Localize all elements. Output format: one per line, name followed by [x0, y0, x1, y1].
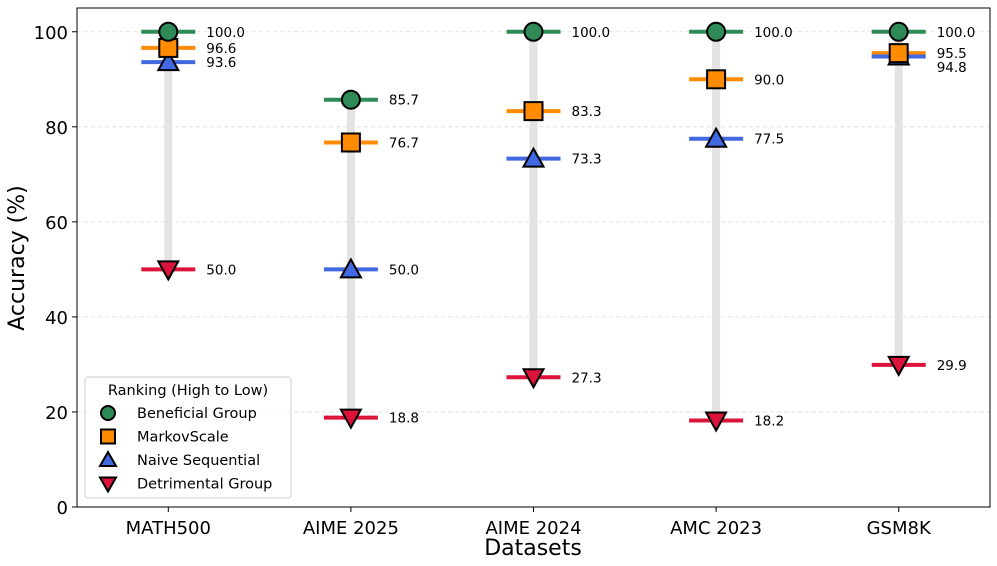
x-tick-label: MATH500 — [126, 518, 211, 539]
y-tick-label: 60 — [45, 213, 68, 234]
data-label: 100.0 — [937, 25, 976, 41]
legend-label: Beneficial Group — [137, 406, 257, 422]
data-point-triangle-up — [156, 50, 180, 72]
data-label: 27.3 — [572, 370, 602, 386]
data-label: 95.5 — [937, 46, 967, 62]
data-label: 85.7 — [389, 93, 419, 109]
data-point-square — [706, 69, 727, 90]
legend-marker — [98, 449, 118, 467]
data-label: 94.8 — [937, 60, 967, 76]
legend-box — [84, 376, 292, 499]
data-point-circle — [706, 21, 727, 42]
legend-marker — [100, 428, 116, 445]
data-label: 100.0 — [572, 25, 611, 41]
data-label: 29.9 — [937, 358, 967, 374]
data-label: 93.6 — [206, 55, 236, 71]
x-tick-label: GSM8K — [867, 518, 932, 539]
data-point-triangle-down — [887, 355, 911, 377]
y-tick-label: 100 — [34, 23, 68, 44]
legend-label: MarkovScale — [137, 430, 229, 446]
range-bar — [712, 31, 721, 421]
data-point-square — [340, 132, 361, 153]
y-tick-label: 20 — [45, 403, 68, 424]
x-tick-label: AMC 2023 — [670, 518, 762, 539]
data-point-triangle-down — [704, 411, 728, 433]
data-point-circle — [888, 21, 909, 42]
data-point-circle — [158, 21, 179, 42]
legend-title: Ranking (High to Low) — [108, 383, 268, 399]
data-marks: 100.096.693.650.085.776.750.018.8100.083… — [141, 21, 976, 433]
data-label: 83.3 — [572, 104, 602, 120]
data-point-circle — [340, 89, 361, 110]
y-tick-label: 0 — [57, 498, 68, 519]
y-tick-label: 80 — [45, 118, 68, 139]
legend-marker — [98, 476, 118, 494]
data-label: 96.6 — [206, 41, 236, 57]
data-label: 90.0 — [754, 72, 784, 88]
data-label: 18.8 — [389, 411, 419, 427]
data-point-triangle-down — [339, 408, 363, 430]
legend-label: Naive Sequential — [137, 453, 260, 469]
range-bar — [529, 31, 538, 378]
legend: Ranking (High to Low) Beneficial Group Mar… — [84, 376, 292, 499]
range-bar — [164, 31, 173, 270]
data-label: 100.0 — [206, 25, 245, 41]
legend-label: Detrimental Group — [137, 477, 272, 493]
range-bars — [164, 31, 903, 421]
data-label: 77.5 — [754, 132, 784, 148]
x-axis-label: Datasets — [484, 536, 582, 561]
x-tick-label: AIME 2025 — [303, 518, 399, 539]
data-point-triangle-up — [521, 146, 546, 168]
data-point-square — [888, 43, 909, 64]
range-bar — [894, 31, 903, 365]
data-label: 18.2 — [754, 414, 784, 430]
y-tick-label: 40 — [45, 308, 68, 329]
data-point-square — [523, 101, 544, 122]
data-point-triangle-down — [156, 260, 180, 282]
data-label: 73.3 — [572, 152, 602, 168]
data-point-triangle-up — [339, 257, 363, 279]
data-label: 76.7 — [389, 135, 419, 151]
data-point-circle — [523, 21, 544, 42]
data-point-triangle-up — [704, 126, 728, 148]
y-axis-label: Accuracy (%) — [5, 185, 30, 331]
data-point-triangle-down — [521, 368, 546, 390]
data-label: 50.0 — [206, 262, 236, 278]
data-label: 50.0 — [389, 262, 419, 278]
legend-marker — [100, 405, 116, 421]
axes: 0 20 40 60 80 100 MATH500 AIME 2025 AIME 2024 AMC… — [34, 23, 932, 539]
x-tick-label: AIME 2024 — [485, 518, 581, 539]
data-label: 100.0 — [754, 25, 793, 41]
